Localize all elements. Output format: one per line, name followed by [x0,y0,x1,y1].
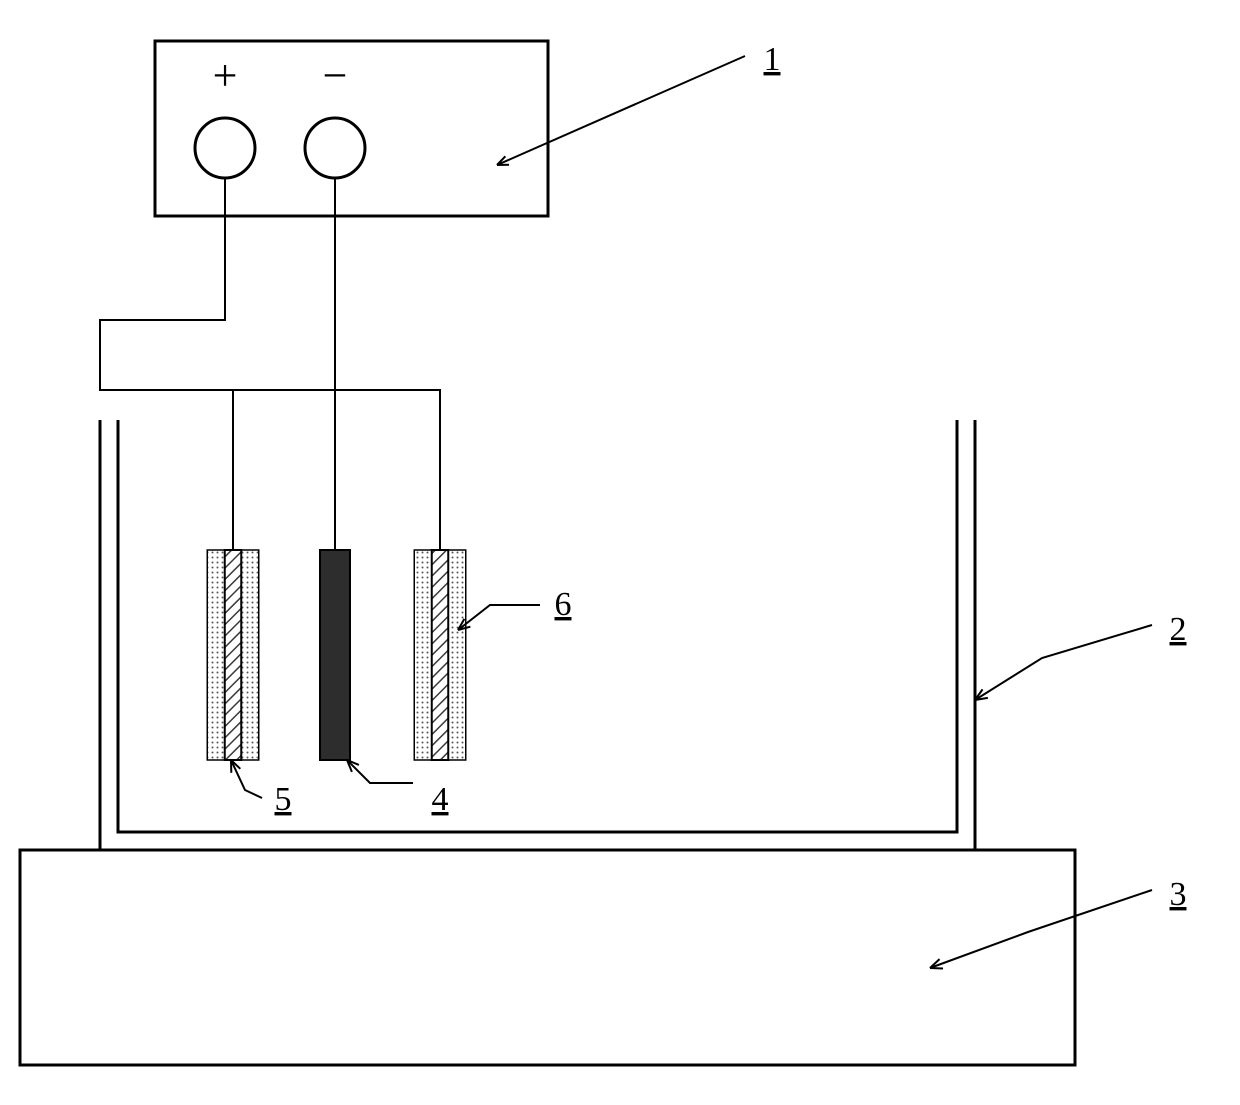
label-5: 5 [275,781,292,818]
label-4: 4 [432,781,449,818]
label-3: 3 [1170,876,1187,913]
lead-arrow-2 [975,689,988,700]
diagram-root: + − 1 2 3 4 5 6 [0,0,1240,1105]
base [20,850,1075,1065]
minus-terminal [305,118,365,178]
label-1: 1 [764,41,781,78]
electrode-right [414,550,466,760]
electrode-center [320,550,350,760]
lead-6 [458,605,540,630]
plus-symbol: + [213,51,238,100]
diagram-svg: + − 1 2 3 4 5 6 [0,0,1240,1105]
plus-terminal [195,118,255,178]
lead-2 [975,625,1152,700]
lead-3 [930,890,1152,968]
lead-1 [497,56,745,165]
wire-plus [100,178,233,550]
electrode-left [207,550,259,760]
label-6: 6 [555,586,572,623]
wire-plus-branch [233,390,440,550]
label-2: 2 [1170,611,1187,648]
minus-symbol: − [323,51,348,100]
